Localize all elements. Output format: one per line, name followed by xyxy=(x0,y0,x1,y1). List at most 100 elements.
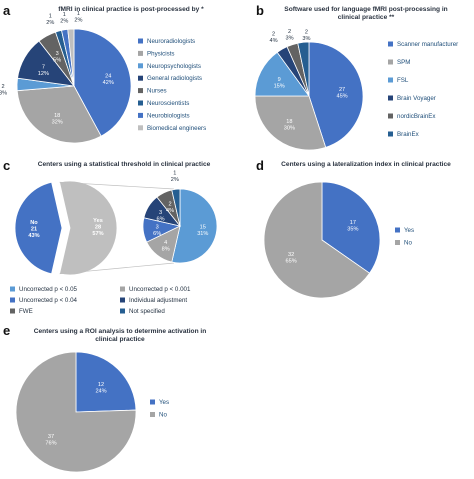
legend-swatch-a-3 xyxy=(138,75,143,81)
pie-slice-a-7 xyxy=(67,28,75,87)
data-label-a-6: 1 2% xyxy=(60,12,68,25)
data-label-a-0: 24 42% xyxy=(103,73,114,86)
data-label-c-detail-3: 3 6% xyxy=(157,210,165,223)
legend-swatch-c-0 xyxy=(10,286,15,292)
legend-label-b-1: SPM xyxy=(397,59,410,66)
pie-slice-a-0 xyxy=(73,28,132,137)
data-label-c-detail-0: 15 31% xyxy=(197,225,208,238)
legend-label-a-4: Nurses xyxy=(147,88,167,95)
label-layer: 24 42% 18 32% 2 3% 7 12% 3 5% 1 2% 1 2% 1 2% 27 45% 18 30% 9… xyxy=(0,11,358,446)
pie-slice-b-2 xyxy=(254,51,310,97)
pie-slice-b-5 xyxy=(297,41,310,97)
legend-swatch-a-4 xyxy=(138,88,143,94)
chart-title-b-line1: Software used for language fMRI post-pro… xyxy=(284,6,447,13)
data-label-c-main-1: Yes 28 57% xyxy=(92,218,103,237)
pie-slice-c-detail-0 xyxy=(171,188,218,264)
data-label-e-1: 37 76% xyxy=(45,434,56,447)
legend-label-c-5: Not specified xyxy=(129,308,165,315)
data-label-b-1: 18 30% xyxy=(284,119,295,132)
pie-slice-d-1 xyxy=(263,181,371,299)
data-label-c-detail-2: 3 6% xyxy=(153,225,161,238)
legend-swatch-b-5 xyxy=(388,131,393,137)
chart-title-d: Centers using a lateralization index in … xyxy=(281,161,451,168)
legend-label-c-1: Uncorrected p < 0.001 xyxy=(129,286,191,293)
legend-label-b-5: BrainEx xyxy=(397,131,420,138)
pie-slice-b-1 xyxy=(254,95,327,151)
data-label-b-0: 27 45% xyxy=(336,87,347,100)
legend-swatch-b-3 xyxy=(388,95,393,101)
connector-line-bottom xyxy=(59,262,175,275)
legend-label-e-0: Yes xyxy=(159,399,169,406)
panel-letter-a: a xyxy=(3,3,11,18)
data-label-a-2: 2 3% xyxy=(0,84,7,97)
legend-swatch-c-2 xyxy=(10,297,15,303)
legend-swatch-b-4 xyxy=(388,113,393,119)
legend-label-a-1: Physicists xyxy=(147,50,175,57)
legend-swatch-a-0 xyxy=(138,38,143,44)
pie-slice-b-0 xyxy=(308,41,364,148)
legend-swatch-d-1 xyxy=(395,240,400,245)
data-label-c-main-0: No 21 43% xyxy=(28,220,39,239)
legend-swatch-a-5 xyxy=(138,100,143,106)
legend-swatch-d-0 xyxy=(395,227,400,233)
legend-label-a-6: Neurobiologists xyxy=(147,112,190,119)
legend-swatch-c-1 xyxy=(120,286,125,292)
data-label-a-4: 3 5% xyxy=(53,51,61,64)
legend-swatch-c-3 xyxy=(120,297,125,303)
legend-swatch-a-6 xyxy=(138,112,143,118)
pie-slice-d-0 xyxy=(321,181,381,274)
panel-letter-c: c xyxy=(3,158,10,173)
legend-label-b-2: FSL xyxy=(397,77,409,84)
legend-swatch-c-5 xyxy=(120,308,125,314)
legend-label-a-0: Neuroradiologists xyxy=(147,38,195,45)
legend-label-a-2: Neuropsychologists xyxy=(147,63,201,70)
legend-label-a-7: Biomedical engineers xyxy=(147,125,206,132)
pie-slice-c-detail-5 xyxy=(171,188,181,227)
legend-label-c-3: Individual adjustment xyxy=(129,297,187,304)
legend-label-b-4: nordicBrainEx xyxy=(397,113,436,120)
pie-slice-a-1 xyxy=(16,85,102,144)
data-label-b-2: 9 15% xyxy=(274,77,285,90)
legend-swatch-e-1 xyxy=(150,412,155,417)
pie-layer xyxy=(14,28,381,473)
legend-swatch-c-4 xyxy=(10,308,15,314)
chart-title-a: fMRI in clinical practice is post-proces… xyxy=(58,6,204,13)
data-label-b-4: 2 3% xyxy=(285,29,293,42)
pie-slice-e-1 xyxy=(15,351,137,473)
legend-label-a-5: Neuroscientists xyxy=(147,100,189,107)
data-label-b-5: 2 3% xyxy=(302,29,310,42)
chart-title-c: Centers using a statistical threshold in… xyxy=(38,161,211,168)
legend-label-d-0: Yes xyxy=(404,227,414,234)
pie-slice-c-main-0 xyxy=(14,181,63,275)
legend-label-c-0: Uncorrected p < 0.05 xyxy=(19,286,78,293)
legend-swatch-e-0 xyxy=(150,399,155,405)
data-label-a-1: 18 32% xyxy=(52,113,63,126)
legend-layer: Neuroradiologists Physicists Neuropsycholo… xyxy=(10,38,458,419)
legend-swatch-b-0 xyxy=(388,41,393,47)
legend-label-c-2: Uncorrected p < 0.04 xyxy=(19,297,78,304)
data-label-c-detail-5: 1 2% xyxy=(171,170,179,183)
legend-swatch-a-2 xyxy=(138,63,143,69)
legend-label-d-1: No xyxy=(404,240,412,247)
legend-swatch-a-7 xyxy=(138,125,143,131)
panel-letter-e: e xyxy=(3,323,10,338)
pie-slice-c-main-1 xyxy=(59,180,118,276)
connector-line-top xyxy=(59,181,175,190)
legend-swatch-b-1 xyxy=(388,59,393,65)
chart-title-e-line1: Centers using a ROI analysis to determin… xyxy=(34,328,207,335)
data-label-a-7: 1 2% xyxy=(74,11,82,24)
legend-label-c-4: FWE xyxy=(19,308,33,315)
chart-title-b-line2: clinical practice ** xyxy=(338,14,395,21)
legend-label-b-0: Scanner manufacturer xyxy=(397,41,458,48)
panel-letter-b: b xyxy=(256,3,264,18)
data-label-c-detail-4: 2 4% xyxy=(166,201,174,214)
chart-title-e-line2: clinical practice xyxy=(95,336,145,343)
legend-swatch-a-1 xyxy=(138,50,143,56)
data-label-d-0: 17 35% xyxy=(347,220,358,233)
data-label-a-5: 1 2% xyxy=(46,13,54,26)
data-label-a-3: 7 12% xyxy=(38,64,49,77)
legend-label-a-3: General radiologists xyxy=(147,75,202,82)
pie-slice-e-0 xyxy=(75,351,137,413)
legend-label-b-3: Brain Voyager xyxy=(397,95,436,102)
